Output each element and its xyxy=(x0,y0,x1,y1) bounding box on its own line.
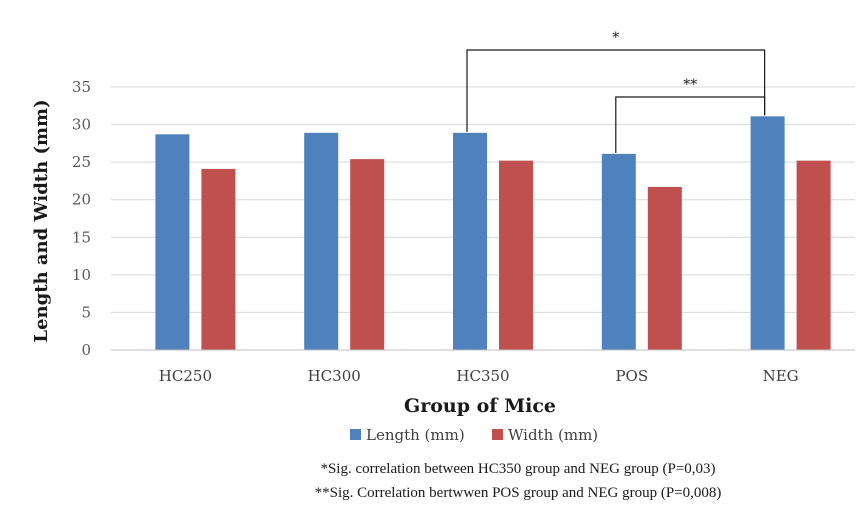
bar-width-hc300 xyxy=(350,159,385,350)
bar-length-neg xyxy=(750,116,785,350)
significance-marker: ** xyxy=(683,77,697,93)
bar-width-hc250 xyxy=(201,168,236,350)
significance-marker: * xyxy=(612,30,619,46)
y-axis-title: Length and Width (mm) xyxy=(31,99,52,342)
x-tick-label: HC350 xyxy=(456,367,509,385)
legend-swatch xyxy=(350,429,361,440)
bar-length-hc350 xyxy=(453,132,487,350)
legend-label: Length (mm) xyxy=(366,426,465,444)
y-tick-label: 25 xyxy=(72,153,91,171)
y-tick-label: 35 xyxy=(72,78,91,96)
x-axis-categories: HC250 HC300 HC350 POS NEG xyxy=(159,367,799,385)
bar-length-hc250 xyxy=(155,134,190,350)
bar-width-neg xyxy=(796,160,831,350)
bars xyxy=(155,116,831,350)
y-tick-label: 0 xyxy=(81,341,91,359)
y-tick-label: 30 xyxy=(72,116,91,134)
x-tick-label: NEG xyxy=(763,367,799,385)
legend-label: Width (mm) xyxy=(508,426,598,444)
y-tick-label: 15 xyxy=(72,228,91,246)
y-axis-ticks: 0 5 10 15 20 25 30 35 xyxy=(72,78,91,359)
x-tick-label: HC250 xyxy=(159,367,212,385)
x-tick-label: POS xyxy=(615,367,648,385)
significance-note-2: **Sig. Correlation bertwwen POS group an… xyxy=(315,485,722,501)
bar-length-hc300 xyxy=(304,132,339,350)
x-axis-title: Group of Mice xyxy=(404,395,556,417)
significance-note-1: *Sig. correlation between HC350 group an… xyxy=(320,461,715,477)
legend: Length (mm) Width (mm) xyxy=(350,426,598,444)
x-tick-label: HC300 xyxy=(308,367,361,385)
legend-swatch xyxy=(492,429,503,440)
bar-length-pos xyxy=(601,153,636,350)
significance-brackets: *** xyxy=(466,30,766,153)
y-tick-label: 20 xyxy=(72,191,91,209)
significance-bracket xyxy=(615,96,766,153)
bar-width-pos xyxy=(647,186,682,350)
y-tick-label: 10 xyxy=(72,266,91,284)
significance-bracket xyxy=(466,49,766,132)
y-tick-label: 5 xyxy=(81,303,91,321)
bar-width-hc350 xyxy=(499,160,533,350)
